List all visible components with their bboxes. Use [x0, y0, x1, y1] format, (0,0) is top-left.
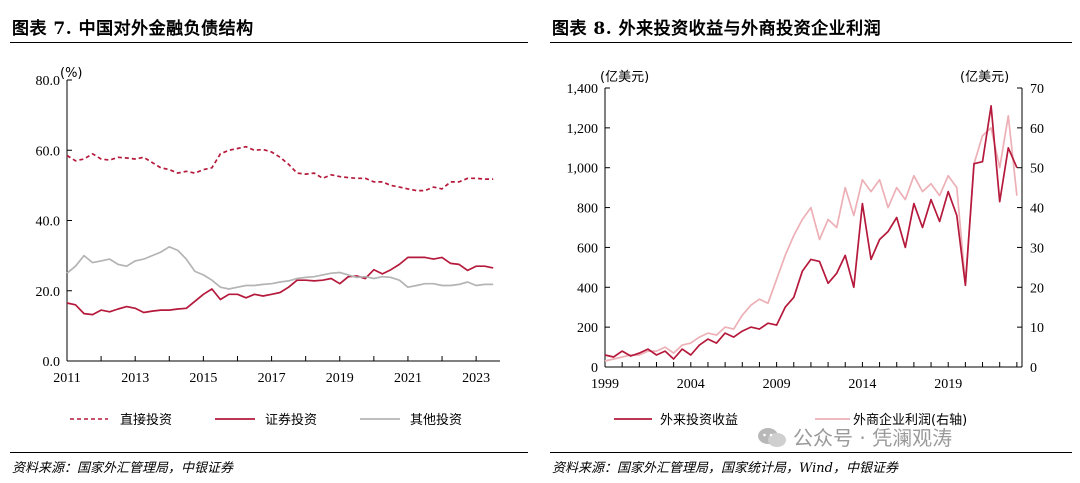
right-y-right-tick-label: 50	[1030, 162, 1044, 177]
watermark-text: 公众号 · 凭澜观涛	[793, 426, 953, 450]
series-other-line	[66, 245, 494, 290]
right-x-tick-label: 2004	[677, 377, 705, 392]
left-source-note: 资料来源：国家外汇管理局，中银证券	[12, 461, 234, 476]
series-fie-profit-line	[604, 115, 1018, 362]
right-y-right-tick-label: 30	[1030, 241, 1044, 256]
left-y-tick-label: 0.0	[43, 355, 61, 370]
left-chart-title: 图表 7. 中国对外金融负债结构	[12, 19, 254, 39]
left-y-tick-label: 80.0	[36, 74, 61, 89]
right-y-unit-left: (亿美元)	[600, 70, 649, 85]
right-y-right-tick-label: 20	[1030, 281, 1044, 296]
right-y-left-tick-label: 800	[577, 202, 598, 217]
right-legend: 外来投资收益 外商企业利润(右轴)	[614, 412, 967, 428]
watermark: 公众号 · 凭澜观涛	[757, 422, 952, 451]
left-x-tick-label: 2021	[394, 371, 422, 386]
right-x-tick-label: 1999	[591, 377, 619, 392]
right-y-right-tick-label: 60	[1030, 122, 1044, 137]
right-x-tick-label: 2019	[934, 377, 962, 392]
legend-label-other: 其他投资	[410, 412, 462, 428]
right-y-left-tick-label: 0	[591, 361, 598, 376]
left-x-tick-label: 2011	[53, 371, 80, 386]
right-y-right-tick-label: 0	[1030, 361, 1037, 376]
left-x-tick-label: 2013	[121, 371, 149, 386]
right-y-left-tick-label: 200	[577, 321, 598, 336]
right-y-unit-right: (亿美元)	[960, 70, 1009, 85]
right-x-tick-label: 2009	[763, 377, 791, 392]
legend-label-portfolio: 证券投资	[265, 412, 317, 428]
left-chart: 0.0 20.0 40.0 60.0 80.0 2011 2013 2015 2017 2019 2…	[36, 66, 500, 428]
left-y-tick-label: 20.0	[36, 285, 61, 300]
right-chart: 0 200 400 600 800 1,000 1,200 1,400 0 10 20 30 40 50 6…	[567, 70, 1045, 428]
legend-label-investment-income: 外来投资收益	[660, 412, 738, 428]
left-y-tick-label: 60.0	[36, 144, 61, 159]
right-chart-title: 图表 8. 外来投资收益与外商投资企业利润	[552, 19, 882, 39]
left-x-tick-label: 2015	[189, 371, 217, 386]
right-y-left-tick-label: 400	[577, 281, 598, 296]
right-y-left-tick-label: 600	[577, 241, 598, 256]
left-source-rule	[10, 452, 528, 453]
series-portfolio-line	[66, 256, 494, 316]
right-y-left-tick-label: 1,200	[567, 122, 599, 137]
series-fdi-line	[66, 145, 494, 192]
right-y-right-tick-label: 70	[1030, 82, 1044, 97]
right-y-left-tick-label: 1,000	[567, 162, 599, 177]
left-x-tick-label: 2017	[258, 371, 286, 386]
legend-label-fdi: 直接投资	[120, 412, 172, 428]
left-title-rule	[10, 42, 528, 43]
right-y-right-tick-label: 10	[1030, 321, 1044, 336]
left-x-tick-label: 2019	[326, 371, 354, 386]
right-title-rule	[550, 42, 1072, 43]
left-y-tick-label: 40.0	[36, 215, 61, 230]
right-y-left-tick-label: 1,400	[567, 82, 599, 97]
left-y-unit: (%)	[60, 66, 83, 81]
right-source-rule	[550, 452, 1072, 453]
left-legend: 直接投资 证券投资 其他投资	[70, 412, 462, 428]
series-investment-income-line	[604, 105, 1018, 360]
right-x-tick-label: 2014	[848, 377, 876, 392]
left-x-tick-label: 2023	[462, 371, 490, 386]
right-y-right-tick-label: 40	[1030, 202, 1044, 217]
wechat-icon	[758, 428, 786, 447]
legend-label-fie-profit: 外商企业利润(右轴)	[853, 412, 967, 428]
right-source-note: 资料来源：国家外汇管理局，国家统计局，Wind，中银证券	[552, 461, 898, 476]
